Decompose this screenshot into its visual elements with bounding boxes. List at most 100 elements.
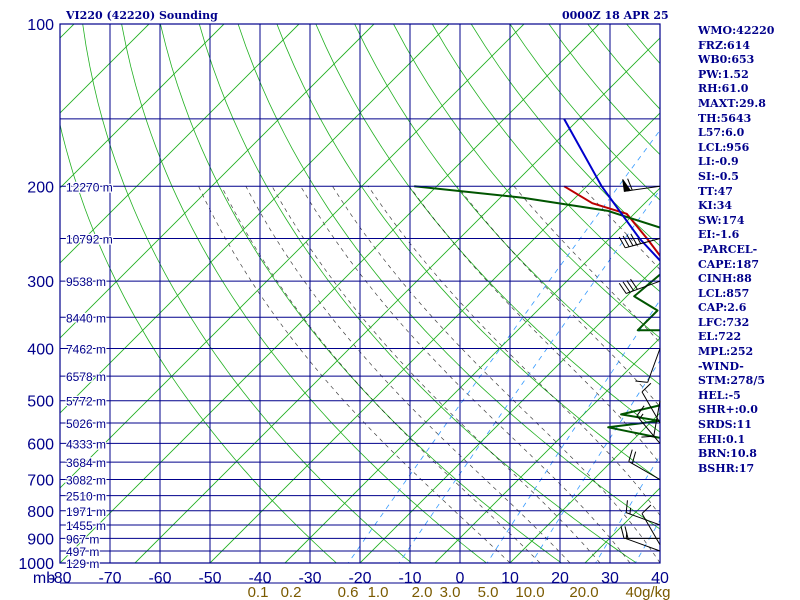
stat-item: WB0:653 (698, 53, 755, 67)
height-label: 1971 m (66, 505, 106, 519)
moist-adiabat (457, 186, 660, 408)
plot-frame (59, 23, 661, 564)
stat-item: HEL:-5 (698, 388, 741, 402)
stat-item: BSHR:17 (698, 461, 755, 475)
stat-item: EL:722 (698, 330, 742, 344)
height-label: 7462 m (66, 343, 106, 357)
height-label: 3684 m (66, 456, 106, 470)
pressure-tick-label: 400 (27, 342, 54, 359)
pressure-tick-label: 300 (27, 274, 54, 291)
wind-barb (625, 532, 661, 552)
height-label: 8440 m (66, 311, 106, 325)
stat-item: CINH:88 (698, 272, 752, 286)
mixing-ratio-label: 3.0 (440, 584, 461, 600)
temperature-tick-label: 20 (551, 570, 569, 587)
moist-adiabat (198, 186, 511, 563)
mixing-ratio-label: 1.0 (368, 584, 389, 600)
stat-item: -PARCEL- (698, 242, 758, 256)
isotherm (434, 337, 660, 563)
stat-item: CAPE:187 (698, 257, 759, 271)
isotherm (359, 262, 660, 563)
height-label: 129 m (66, 557, 99, 571)
height-label: 2510 m (66, 490, 106, 504)
stat-item: -WIND- (698, 359, 744, 373)
wind-barb (618, 278, 661, 294)
isotherm (284, 187, 660, 563)
chart-title: VI220 (42220) Sounding (66, 9, 218, 22)
isotherm (60, 24, 525, 489)
temperature-tick-label: -50 (198, 570, 221, 587)
pressure-tick-label: 200 (27, 179, 54, 196)
wind-barb (636, 405, 661, 444)
mixing-ratio-label: 20.0 (569, 584, 598, 600)
dry-adiabat (60, 122, 338, 563)
stat-item: SRDS:11 (698, 418, 752, 432)
stat-item: LFC:732 (698, 315, 750, 329)
mixing-ratio-label: 0.1 (248, 584, 269, 600)
temperature-tick-label: -60 (148, 570, 171, 587)
mixing-ratio-label: 5.0 (478, 584, 499, 600)
wind-barb (628, 449, 661, 480)
stat-item: FRZ:614 (698, 38, 751, 52)
stat-item: KI:34 (698, 199, 733, 213)
dry-adiabat (121, 24, 488, 563)
dry-adiabat (160, 24, 563, 563)
pressure-unit-label: mb (33, 570, 55, 587)
temperature-tick-label: -80 (48, 570, 71, 587)
stat-item: L57:6.0 (698, 126, 745, 140)
mixing-ratio-label: 0.2 (281, 584, 302, 600)
mixing-ratio-label: 0.6 (338, 584, 359, 600)
wind-barb (620, 526, 660, 539)
height-label: 497 m (66, 545, 99, 559)
isotherm (60, 24, 450, 414)
height-label: 5026 m (66, 417, 106, 431)
temperature-tick-label: -30 (298, 570, 321, 587)
dry-adiabat (315, 24, 660, 433)
stat-item: WMO:42220 (698, 24, 775, 37)
temperature-tick-label: 30 (601, 570, 619, 587)
height-label: 6578 m (66, 370, 106, 384)
chart-valid-time: 0000Z 18 APR 25 (562, 9, 669, 22)
stat-item: EI:-1.6 (698, 228, 740, 242)
height-label: 1455 m (66, 519, 106, 533)
wind-barb (625, 500, 661, 526)
mixing-ratio-label: 10.0 (515, 584, 544, 600)
stat-item: MAXT:29.8 (698, 96, 766, 110)
pressure-tick-label: 500 (27, 394, 54, 411)
wind-barb (622, 178, 661, 192)
pressure-tick-label: 800 (27, 504, 54, 521)
stat-item: LCL:857 (698, 286, 750, 300)
wind-barb (641, 382, 661, 424)
isotherm (60, 24, 225, 189)
stat-item: TH:5643 (698, 111, 752, 125)
moist-adiabat (513, 186, 660, 344)
stat-item: BRN:10.8 (698, 447, 757, 461)
isotherm (509, 412, 660, 563)
moist-adiabat (332, 186, 660, 563)
isotherm (60, 24, 375, 339)
temperature-tick-label: -20 (348, 570, 371, 587)
dry-adiabat (276, 24, 660, 481)
pressure-tick-label: 600 (27, 436, 54, 453)
pressure-tick-label: 900 (27, 531, 54, 548)
temperature-tick-label: -40 (248, 570, 271, 587)
stat-item: STM:278/5 (698, 374, 765, 388)
stat-item: EHI:0.1 (698, 432, 746, 446)
moist-adiabat (245, 186, 571, 563)
temperature-tick-label: -70 (98, 570, 121, 587)
stat-item: LCL:956 (698, 140, 750, 154)
stat-item: LI:-0.9 (698, 155, 739, 169)
stat-item: SHR+:0.0 (698, 403, 758, 417)
pressure-tick-label: 700 (27, 473, 54, 490)
wind-barb (618, 233, 661, 249)
wind-barb (641, 504, 661, 546)
mixing-ratio-label: 2.0 (412, 584, 433, 600)
stat-item: RH:61.0 (698, 82, 749, 96)
temperature-tick-label: 40 (651, 570, 669, 587)
stat-item: SW:174 (698, 213, 745, 227)
stat-item: CAP:2.6 (698, 301, 747, 315)
height-label: 9538 m (66, 275, 106, 289)
dry-adiabat (393, 24, 660, 339)
